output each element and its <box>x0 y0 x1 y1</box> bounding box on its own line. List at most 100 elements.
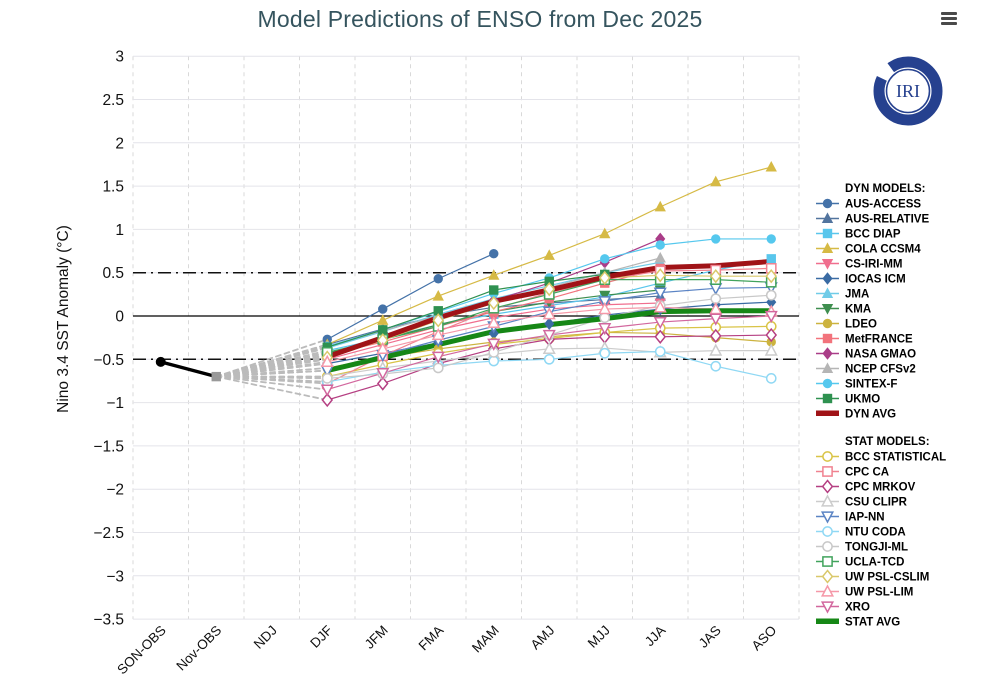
legend-label: CPC CA <box>845 467 889 479</box>
series-markers-cola-ccsm4 <box>321 160 777 350</box>
data-point-marker <box>489 285 499 295</box>
legend-label: IOCAS ICM <box>845 274 906 286</box>
legend-item-ntu-coda: NTU CODA <box>816 526 906 539</box>
data-point-marker <box>766 234 776 244</box>
data-point-marker <box>543 353 555 365</box>
legend-item-iap-nn: IAP-NN <box>816 511 885 524</box>
x-tick-label: SON-OBS <box>114 623 169 678</box>
data-point-marker <box>821 242 834 253</box>
x-tick-label: ASO <box>749 623 780 654</box>
chart-legend: DYN MODELS: AUS-ACCESS AUS-RELATIVE BCC DIA… <box>816 183 946 629</box>
legend-label: UW PSL-LIM <box>845 587 913 599</box>
legend-label: NCEP CFSv2 <box>845 364 916 376</box>
data-point-marker <box>544 317 555 331</box>
legend-item-ucla-tcd: UCLA-TCD <box>816 556 904 569</box>
data-point-marker <box>211 371 221 382</box>
data-point-marker <box>542 307 556 320</box>
x-tick-label: JJA <box>642 623 669 650</box>
iri-logo-text: IRI <box>896 81 920 101</box>
data-point-marker <box>654 200 666 212</box>
data-point-marker <box>709 301 723 315</box>
y-tick-label: 0.5 <box>102 265 124 282</box>
legend-header-dyn: DYN MODELS: <box>845 183 926 195</box>
data-point-marker <box>766 254 776 264</box>
data-point-marker <box>709 328 722 344</box>
data-point-marker <box>822 393 833 404</box>
data-point-marker <box>320 354 334 368</box>
series-markers-aus-access <box>322 248 499 345</box>
iri-logo-inner-ring <box>885 68 931 114</box>
legend-label: NASA GMAO <box>845 349 916 361</box>
legend-item-iocas-icm: IOCAS ICM <box>816 272 906 286</box>
data-point-marker <box>822 541 833 552</box>
data-point-marker <box>376 341 390 355</box>
data-point-marker <box>653 316 667 330</box>
legend-label: UKMO <box>845 394 880 406</box>
legend-label: DYN AVG <box>845 409 896 421</box>
data-point-marker <box>821 362 834 373</box>
legend-item-sintex-f: SINTEX-F <box>816 379 897 391</box>
fan-line <box>215 369 329 378</box>
y-tick-label: −2.5 <box>93 525 124 542</box>
y-tick-label: −3.5 <box>93 612 124 629</box>
legend-label: JMA <box>845 289 869 301</box>
fan-line <box>215 360 329 378</box>
legend-item-nasa-gmao: NASA GMAO <box>816 347 916 361</box>
data-point-marker <box>822 347 833 360</box>
series-line <box>326 253 495 340</box>
legend-item-stat-avg: STAT AVG <box>816 617 900 629</box>
legend-item-aus-access: AUS-ACCESS <box>816 199 921 211</box>
data-point-marker <box>488 355 500 367</box>
x-tick-label: AMJ <box>528 623 558 653</box>
data-point-marker <box>709 343 723 356</box>
y-tick-label: 2 <box>115 135 124 152</box>
fan-line <box>215 375 329 391</box>
x-tick-label: JFM <box>362 623 391 652</box>
data-point-marker <box>376 376 389 391</box>
series-aus-access <box>326 253 495 340</box>
data-point-marker <box>598 270 611 286</box>
legend-label: CPC MRKOV <box>845 482 916 494</box>
data-point-marker <box>321 373 333 384</box>
series-markers-xro <box>320 310 778 397</box>
data-point-marker <box>710 293 722 305</box>
page-title: Model Predictions of ENSO from Dec 2025 <box>257 6 703 32</box>
data-point-marker <box>765 289 777 301</box>
legend-label: UCLA-TCD <box>845 557 904 569</box>
legend-item-ldeo: LDEO <box>816 319 877 331</box>
legend-label: AUS-ACCESS <box>845 199 921 211</box>
data-point-marker <box>432 362 444 374</box>
data-point-marker <box>822 451 833 462</box>
forecast-fan <box>215 338 329 401</box>
data-point-marker <box>432 289 444 301</box>
legend-swatch <box>816 618 839 624</box>
data-point-marker <box>822 378 833 389</box>
data-point-marker <box>822 556 833 567</box>
menu-bar <box>941 22 957 25</box>
data-point-marker <box>654 251 666 263</box>
data-point-marker <box>820 494 835 507</box>
data-point-marker <box>710 175 722 187</box>
x-tick-label: NDJ <box>251 623 280 652</box>
legend-label: COLA CCSM4 <box>845 244 921 256</box>
data-point-marker <box>764 310 778 324</box>
data-point-marker <box>377 314 389 325</box>
legend-label: IAP-NN <box>845 512 885 524</box>
legend-label: UW PSL-CSLIM <box>845 572 929 584</box>
data-point-marker <box>433 274 443 284</box>
data-point-marker <box>599 290 611 302</box>
legend-item-aus-relative: AUS-RELATIVE <box>816 212 929 226</box>
data-point-marker <box>822 526 833 537</box>
data-point-marker <box>821 212 834 223</box>
data-point-marker <box>764 343 778 356</box>
legend-header-stat: STAT MODELS: <box>845 436 930 448</box>
hamburger-menu-icon[interactable] <box>941 12 957 28</box>
data-point-marker <box>598 301 612 315</box>
x-tick-label: MJJ <box>585 623 613 651</box>
data-point-marker <box>820 601 835 614</box>
data-point-marker <box>822 333 833 344</box>
data-point-marker <box>822 318 833 329</box>
data-point-marker <box>765 268 778 284</box>
